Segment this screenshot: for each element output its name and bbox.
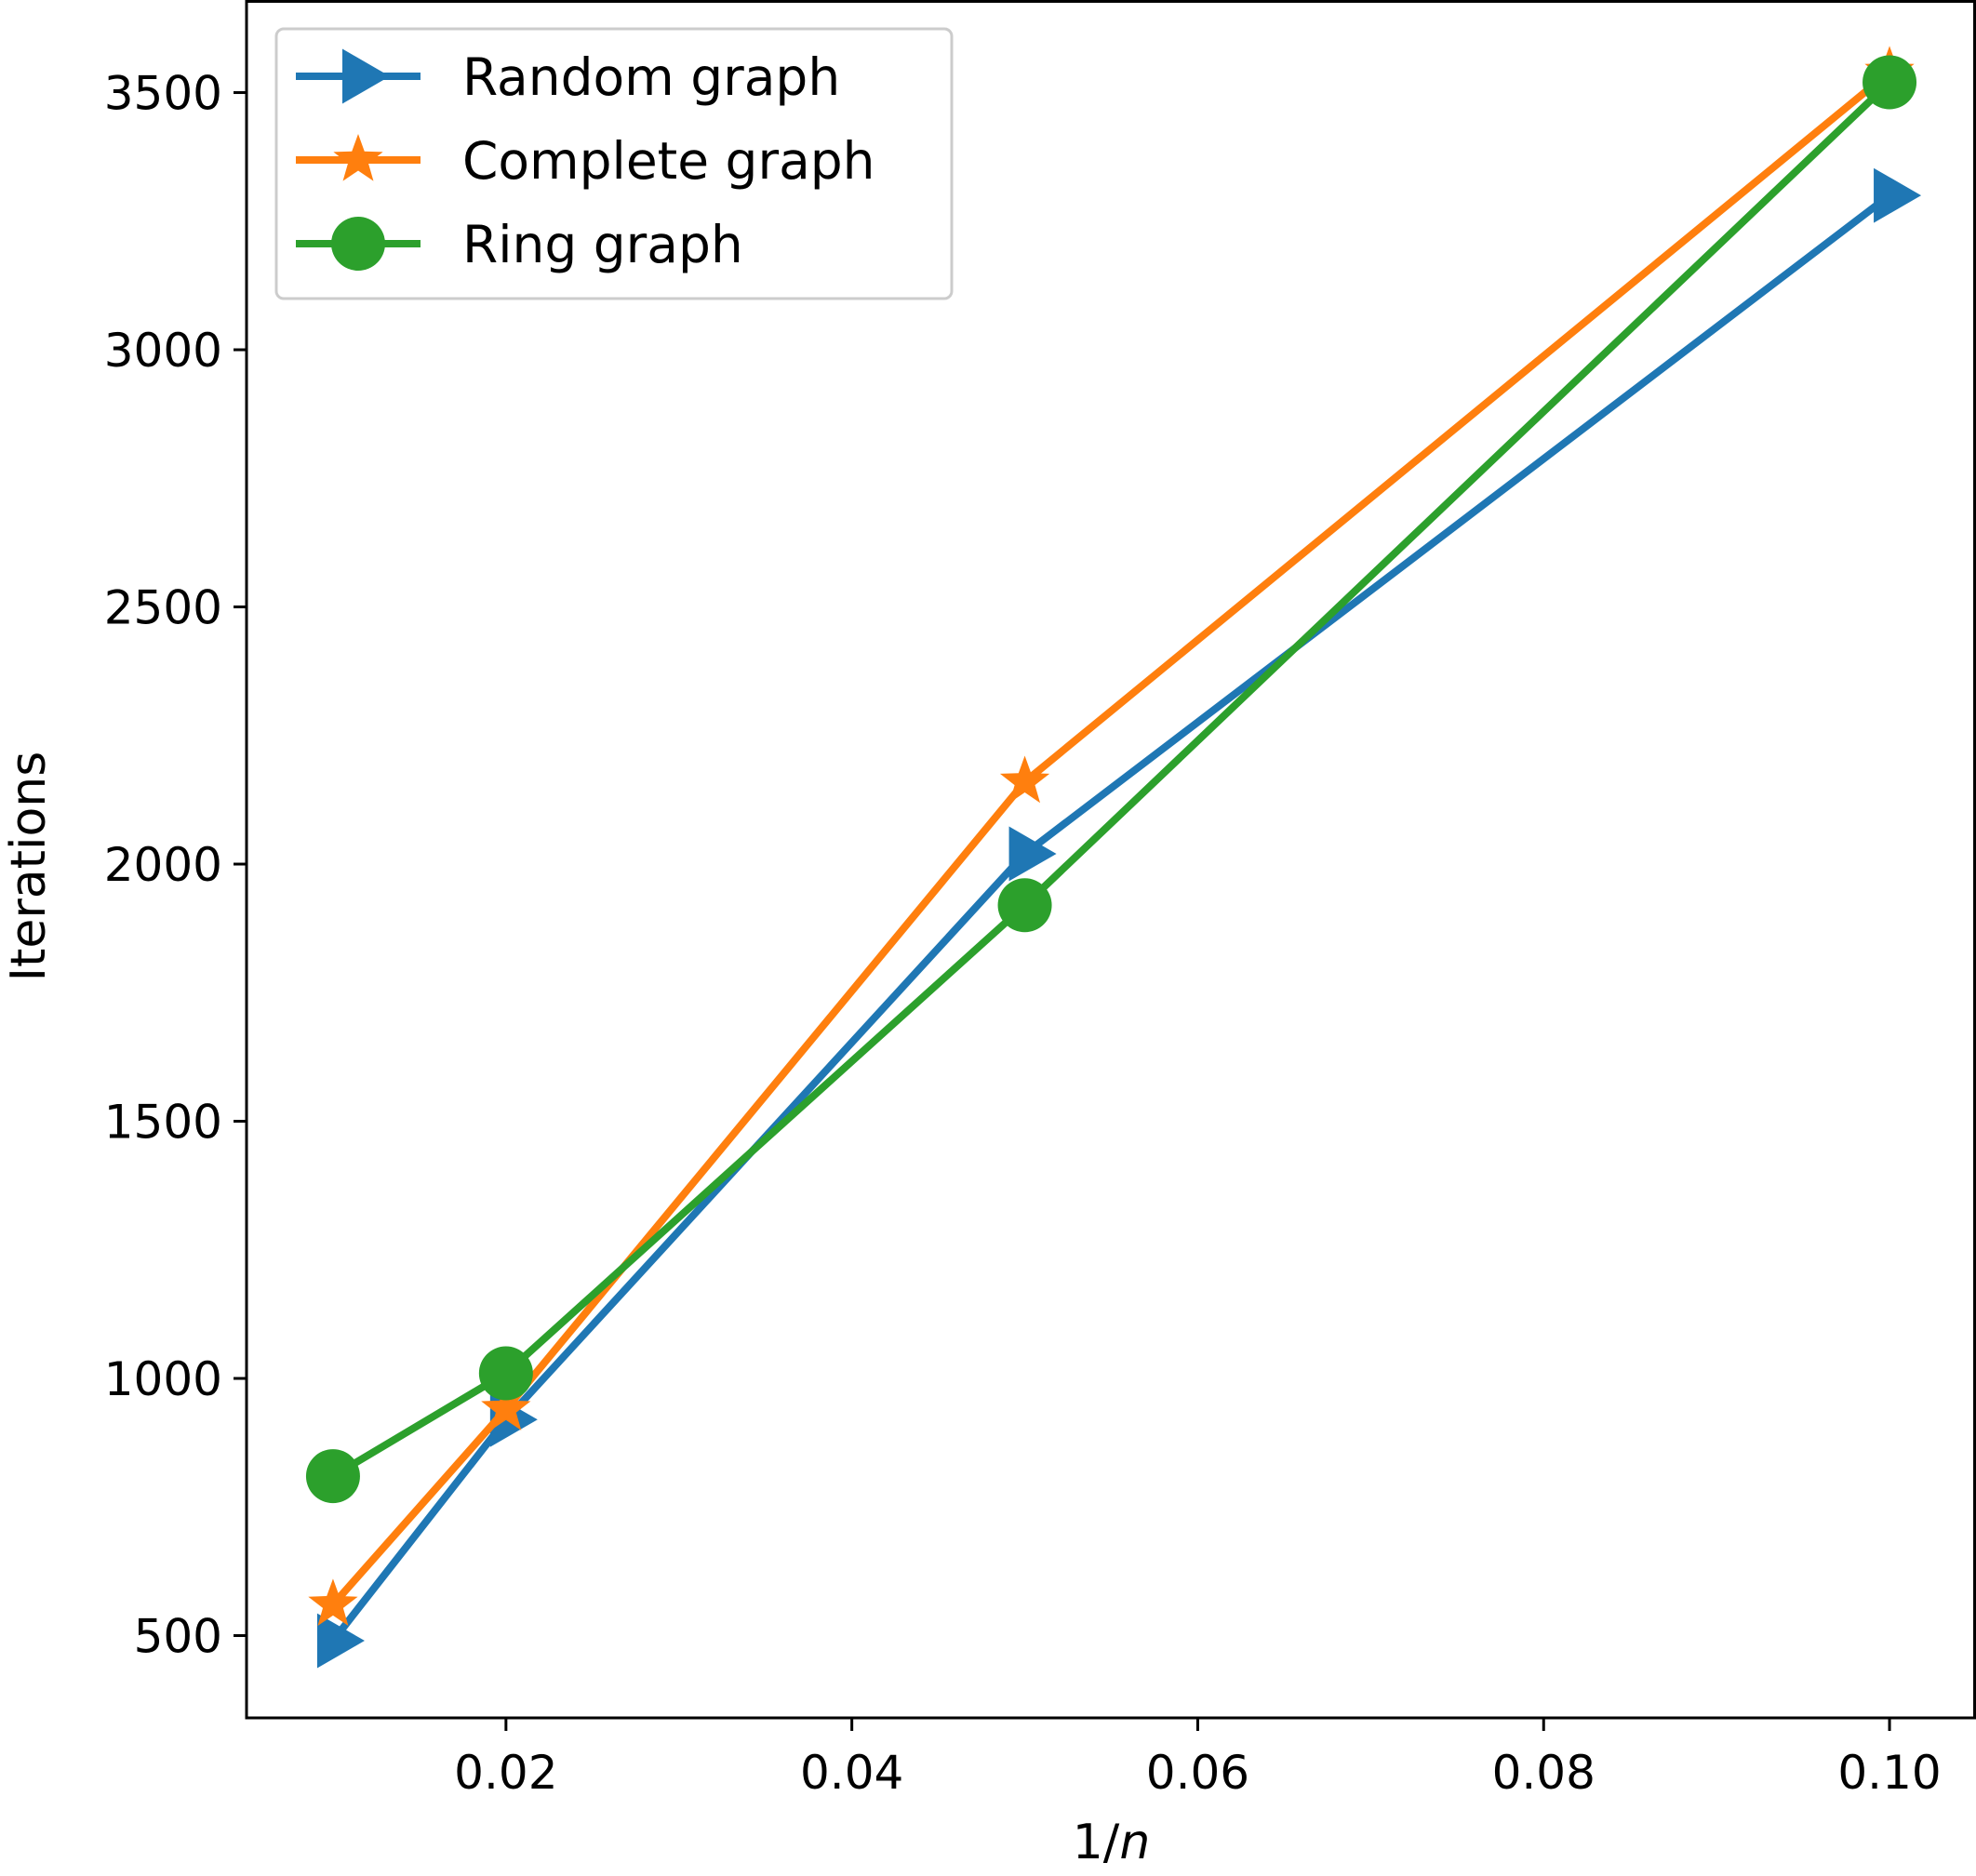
legend: Random graph Complete graph Ring graph xyxy=(274,27,954,300)
data-point-random-graph xyxy=(1008,826,1057,882)
y-tick-label: 2000 xyxy=(104,838,222,892)
data-point-ring-graph xyxy=(1863,55,1917,110)
legend-item-complete-graph: Complete graph xyxy=(296,131,875,191)
series-layer xyxy=(305,46,1922,1669)
series-line-complete-graph xyxy=(329,69,1892,1607)
data-point-complete-graph xyxy=(308,1578,358,1626)
y-tick-label: 3500 xyxy=(104,67,222,121)
y-tick-label: 1500 xyxy=(104,1096,222,1150)
legend-item-ring-graph: Ring graph xyxy=(296,215,743,274)
legend-item-random-graph: Random graph xyxy=(296,47,840,107)
legend-label-random-graph: Random graph xyxy=(462,47,840,107)
data-point-ring-graph xyxy=(478,1346,533,1401)
legend-marker-random-graph xyxy=(342,48,390,104)
data-point-random-graph xyxy=(1874,167,1922,223)
data-point-complete-graph xyxy=(481,1383,531,1430)
y-axis-label: Iterations xyxy=(1,752,57,982)
x-tick-label: 0.08 xyxy=(1492,1746,1595,1800)
legend-marker-ring-graph xyxy=(331,217,385,271)
y-tick-label: 1000 xyxy=(104,1352,222,1406)
legend-box xyxy=(274,27,954,300)
data-point-ring-graph xyxy=(997,878,1052,933)
x-tick-label: 0.06 xyxy=(1146,1746,1249,1800)
y-tick-label: 3000 xyxy=(104,324,222,378)
x-tick-label: 0.02 xyxy=(454,1746,557,1800)
legend-items: Random graph Complete graph Ring graph xyxy=(296,47,875,274)
y-tick-label: 2500 xyxy=(104,581,222,635)
ticks-layer: 0.02 0.04 0.06 0.08 0.10 500 1000 1500 2000 2500 3… xyxy=(104,67,1942,1800)
series-ring-graph xyxy=(305,55,1917,1504)
data-point-complete-graph xyxy=(999,755,1050,804)
x-tick-label: 0.10 xyxy=(1837,1746,1941,1800)
series-line-ring-graph xyxy=(330,79,1892,1480)
x-axis-label: 1/n xyxy=(1073,1815,1151,1870)
data-point-random-graph xyxy=(316,1613,365,1669)
legend-label-ring-graph: Ring graph xyxy=(462,215,743,274)
legend-marker-complete-graph xyxy=(333,134,383,181)
y-tick-label: 500 xyxy=(134,1610,222,1664)
legend-label-complete-graph: Complete graph xyxy=(462,131,875,191)
plot-frame xyxy=(245,0,1976,1720)
series-random-graph xyxy=(316,167,1922,1669)
series-line-random-graph xyxy=(329,192,1892,1643)
x-tick-label: 0.04 xyxy=(800,1746,903,1800)
data-point-ring-graph xyxy=(305,1449,360,1504)
